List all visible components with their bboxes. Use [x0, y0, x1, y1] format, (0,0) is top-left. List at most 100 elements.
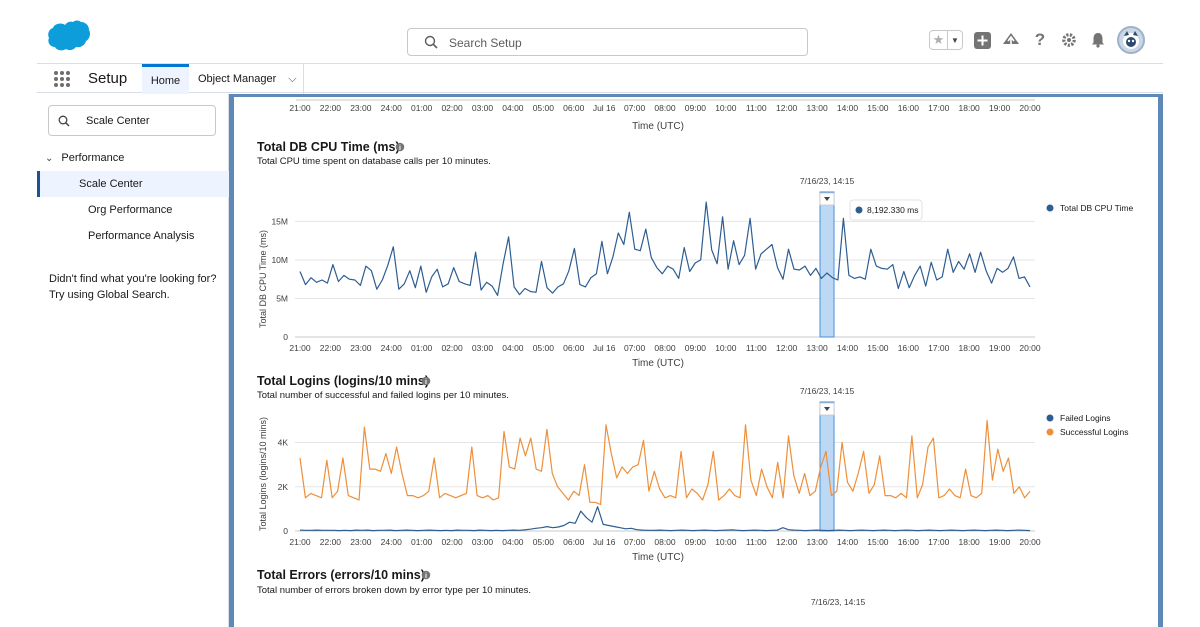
previous-chart-x-tick-label: 21:00 [289, 103, 311, 113]
cpu-chart-legend-label[interactable]: Total DB CPU Time [1060, 203, 1133, 213]
logins-chart-x-tick-label: 10:00 [715, 537, 737, 547]
previous-chart-x-tick-label: 06:00 [563, 103, 585, 113]
logins-chart-legend-label[interactable]: Failed Logins [1060, 413, 1111, 423]
cpu-chart-x-tick-label: Jul 16 [593, 343, 616, 353]
cpu-chart-y-tick-label: 15M [271, 216, 288, 226]
favorites-dropdown-icon[interactable]: ▼ [951, 35, 959, 45]
logins-chart: 4K 2K 0 7/16/23, 14:15 21:00 22:00 23:00 24:00 0… [278, 386, 1129, 563]
logins-chart-x-tick-label: Jul 16 [593, 537, 616, 547]
cpu-tooltip-marker [855, 206, 863, 214]
cpu-chart-x-tick-label: 15:00 [867, 343, 889, 353]
info-icon[interactable]: i [421, 570, 431, 580]
quick-find-input[interactable]: Scale Center [48, 105, 216, 136]
logins-chart-title: Total Logins (logins/10 mins) [257, 374, 429, 388]
cpu-chart-x-tick-label: 10:00 [715, 343, 737, 353]
gear-icon[interactable] [1059, 30, 1079, 50]
app-launcher-icon[interactable] [53, 70, 71, 88]
logins-chart-x-tick-label: 17:00 [928, 537, 950, 547]
logins-chart-y-tick-label: 0 [283, 526, 288, 536]
logins-chart-x-tick-label: 13:00 [806, 537, 828, 547]
trailhead-cloud-icon[interactable] [1001, 30, 1021, 50]
sidebar-item-performance-analysis[interactable]: Performance Analysis [37, 223, 229, 249]
cpu-chart-tooltip-time: 7/16/23, 14:15 [800, 176, 855, 186]
astro-avatar-icon [1123, 31, 1139, 49]
cpu-chart-y-tick-label: 0 [283, 332, 288, 342]
cpu-tooltip-box [849, 199, 923, 221]
cpu-chart-x-tick-label: 03:00 [472, 343, 494, 353]
chevron-down-icon: ⌄ [45, 152, 54, 164]
cpu-chart-x-tick-label: 09:00 [685, 343, 707, 353]
global-actions-icon[interactable] [972, 30, 992, 50]
previous-chart-x-tick-label: 22:00 [320, 103, 342, 113]
cpu-chart-y-tick-label: 5M [276, 293, 288, 303]
logins-chart-series-successful-logins [299, 419, 1031, 506]
cpu-chart-x-tick-label: 24:00 [381, 343, 403, 353]
salesforce-logo[interactable] [47, 20, 91, 52]
help-text: Didn't find what you're looking for? Try… [49, 271, 224, 303]
logins-chart-x-tick-label: 06:00 [563, 537, 585, 547]
help-line-1: Didn't find what you're looking for? [49, 273, 217, 285]
logins-chart-y-tick-label: 2K [278, 482, 289, 492]
previous-chart-x-tick-label: 23:00 [350, 103, 372, 113]
logins-chart-subtitle: Total number of successful and failed lo… [257, 390, 509, 401]
tab-home[interactable]: Home [142, 64, 189, 94]
svg-text:i: i [399, 145, 401, 152]
logins-chart-x-tick-label: 05:00 [533, 537, 555, 547]
previous-chart-x-tick-label: 17:00 [928, 103, 950, 113]
previous-chart-x-tick-label: 20:00 [1019, 103, 1041, 113]
previous-chart-xlabel: Time (UTC) [632, 121, 684, 132]
logins-chart-x-tick-label: 14:00 [837, 537, 859, 547]
info-icon[interactable]: i [395, 142, 405, 152]
previous-chart-x-tick-label: 24:00 [381, 103, 403, 113]
cpu-chart-x-tick-label: 12:00 [776, 343, 798, 353]
quick-find-value: Scale Center [86, 115, 150, 127]
user-avatar[interactable] [1117, 26, 1145, 54]
cpu-chart-x-tick-label: 20:00 [1019, 343, 1041, 353]
cpu-chart-x-tick-label: 01:00 [411, 343, 433, 353]
search-icon [424, 35, 438, 49]
cpu-chart-x-tick-label: 06:00 [563, 343, 585, 353]
chevron-down-icon [824, 197, 830, 201]
cpu-chart-series-total-db-cpu-time [299, 201, 1031, 296]
chevron-down-icon [824, 407, 830, 411]
logins-chart-x-tick-label: 07:00 [624, 537, 646, 547]
previous-chart-x-tick-label: 14:00 [837, 103, 859, 113]
sidebar-item-scale-center[interactable]: Scale Center [37, 171, 229, 197]
star-icon: ★ [930, 31, 948, 49]
cpu-chart-y-tick-label: 10M [271, 255, 288, 265]
cpu-chart-x-tick-label: 16:00 [898, 343, 920, 353]
cpu-chart-x-tick-label: 07:00 [624, 343, 646, 353]
svg-text:i: i [425, 573, 427, 580]
tab-object-manager-label: Object Manager [198, 73, 277, 85]
previous-chart-x-tick-label: 16:00 [898, 103, 920, 113]
logins-chart-legend-marker [1046, 414, 1054, 422]
setup-search-input[interactable]: Search Setup [407, 28, 808, 56]
previous-chart-x-tick-label: 07:00 [624, 103, 646, 113]
cpu-chart-x-tick-label: 13:00 [806, 343, 828, 353]
logins-chart-x-tick-label: 01:00 [411, 537, 433, 547]
chevron-down-icon[interactable]: ⌵ [288, 72, 297, 85]
nav-section-label: Performance [61, 152, 125, 164]
sidebar-item-org-performance[interactable]: Org Performance [37, 197, 229, 223]
nav-section-performance[interactable]: ⌄ Performance [45, 152, 124, 164]
previous-chart-x-tick-label: 02:00 [441, 103, 463, 113]
svg-text:i: i [425, 379, 427, 386]
help-icon[interactable]: ? [1034, 30, 1046, 49]
cpu-tooltip-value: 8,192.330 ms [867, 205, 919, 215]
logins-chart-x-tick-label: 20:00 [1019, 537, 1041, 547]
logins-chart-x-tick-label: 03:00 [472, 537, 494, 547]
info-icon[interactable]: i [421, 376, 431, 386]
search-icon [58, 115, 70, 127]
utility-icons: ★ ▼ ? [929, 24, 1145, 56]
logins-chart-tooltip-time: 7/16/23, 14:15 [800, 386, 855, 396]
previous-chart-x-tick-label: 11:00 [746, 103, 767, 113]
charts-canvas: 21:00 22:00 23:00 24:00 01:00 02:00 03:00 04:00… [257, 99, 1133, 607]
previous-chart-x-tick-label: 19:00 [989, 103, 1011, 113]
favorites-button[interactable]: ★ ▼ [929, 30, 963, 50]
logins-chart-x-tick-label: 21:00 [289, 537, 311, 547]
notifications-bell-icon[interactable] [1088, 30, 1108, 50]
logins-chart-highlight-band [819, 401, 835, 532]
logins-chart-legend-label[interactable]: Successful Logins [1060, 427, 1129, 437]
tab-object-manager[interactable]: Object Manager ⌵ [189, 64, 304, 94]
setup-sidebar: Scale Center ⌄ Performance Scale Center … [37, 94, 229, 627]
